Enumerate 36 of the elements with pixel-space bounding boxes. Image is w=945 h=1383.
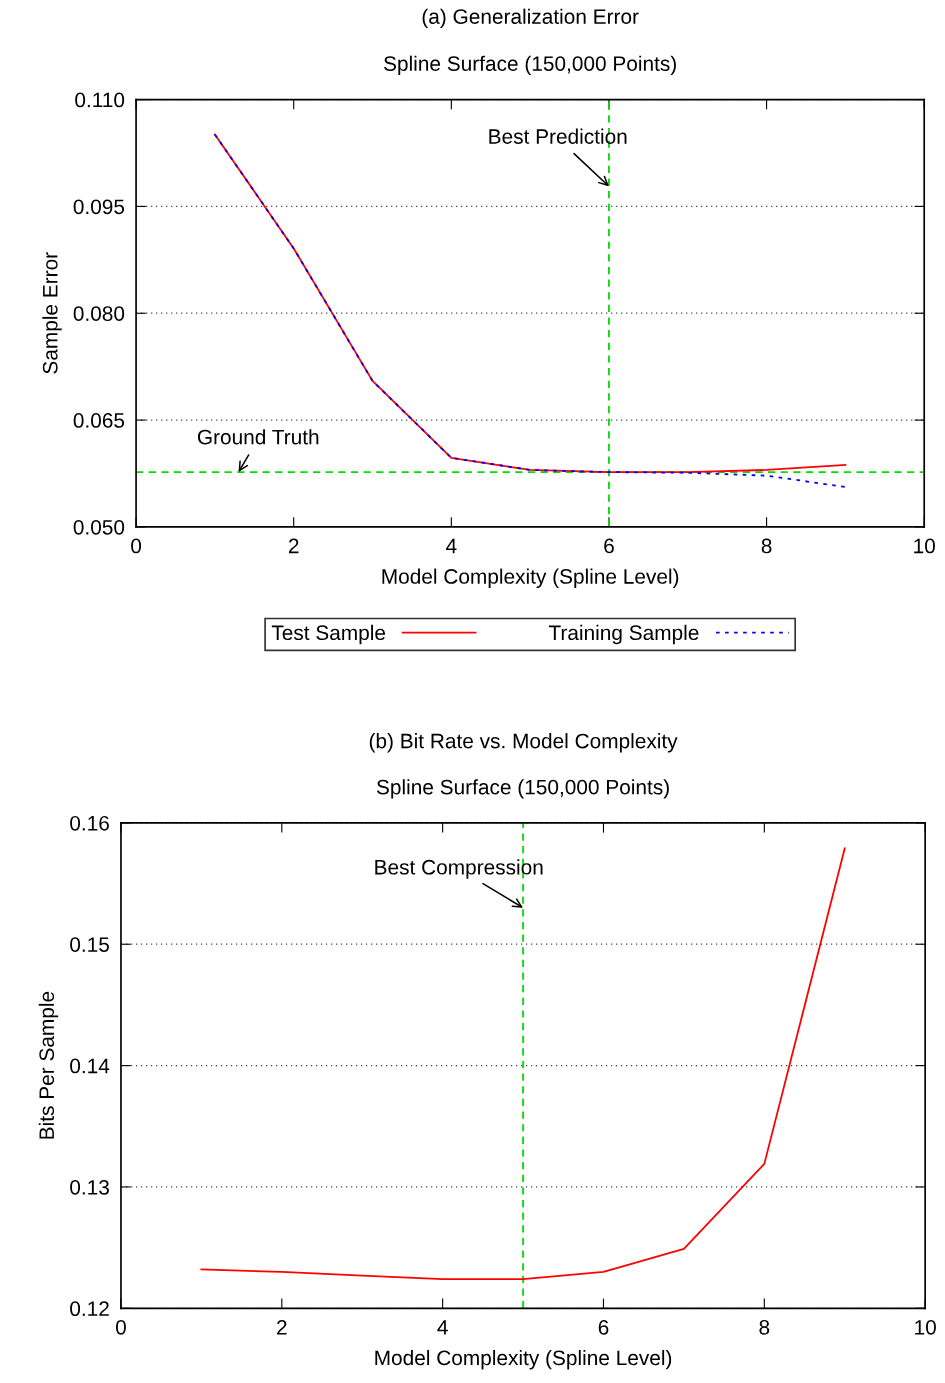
y-axis-title: Bits Per Sample (38, 991, 59, 1139)
y-tick-label: 0.080 (73, 306, 125, 321)
x-tick-label: 2 (288, 538, 299, 554)
y-tick-label: 0.095 (73, 199, 125, 215)
x-tick-label: 8 (761, 538, 772, 554)
annotation: Ground Truth (197, 429, 319, 445)
x-tick-label: 0 (131, 538, 142, 554)
y-axis-title: Sample Error (42, 252, 62, 374)
chart-title: (a) Generalization Error (422, 8, 639, 29)
annotation: Best Prediction (489, 128, 627, 144)
x-tick-label: 6 (598, 1319, 609, 1335)
y-tick-label: 0.14 (70, 1058, 110, 1074)
annotation: Best Compression (375, 859, 543, 879)
y-tick-label: 0.065 (73, 413, 125, 428)
legend-label: Training Sample (548, 624, 699, 645)
chart-subtitle: Spline Surface (150,000 Points) (376, 779, 669, 799)
line-series (200, 847, 846, 1281)
x-axis-title: Model Complexity (Spline Level) (382, 568, 679, 588)
x-tick-label: 4 (446, 538, 457, 554)
x-tick-label: 8 (759, 1319, 770, 1335)
legend-label: Test Sample (271, 624, 386, 645)
y-tick-label: 0.110 (75, 92, 125, 108)
x-tick-label: 6 (604, 538, 614, 554)
y-tick-label: 0.15 (70, 937, 109, 952)
y-tick-label: 0.050 (73, 519, 125, 535)
y-tick-label: 0.13 (70, 1179, 109, 1195)
x-axis-title: Model Complexity (Spline Level) (375, 1349, 672, 1370)
chart-subtitle: Spline Surface (150,000 Points) (384, 55, 676, 76)
x-tick-label: 2 (277, 1319, 287, 1335)
chart-title: (b) Bit Rate vs. Model Complexity (369, 733, 678, 753)
x-tick-label: 4 (437, 1320, 448, 1335)
y-tick-label: 0.16 (70, 815, 109, 831)
x-tick-label: 0 (115, 1319, 126, 1335)
x-tick-label: 10 (915, 1319, 936, 1335)
x-tick-label: 10 (914, 538, 935, 554)
y-tick-label: 0.12 (70, 1301, 109, 1317)
